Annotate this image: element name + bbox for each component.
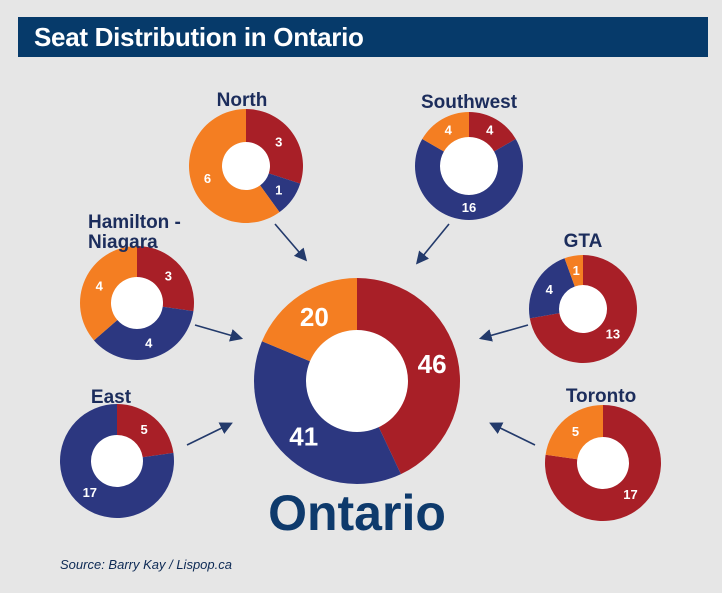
value-label-hamilton-niagara-red: 3 xyxy=(165,268,172,283)
slice-southwest-red xyxy=(469,112,516,152)
source-note: Source: Barry Kay / Lispop.ca xyxy=(60,557,232,572)
arrow-toronto xyxy=(489,422,536,446)
donut-hole-gta xyxy=(559,285,607,333)
region-name-toronto: Toronto xyxy=(566,386,636,407)
donut-ontario: 46 41 20 Ontario xyxy=(253,278,460,541)
arrow-north xyxy=(274,223,308,262)
value-label-north-orange: 6 xyxy=(204,171,211,186)
donut-hole-southwest xyxy=(440,137,498,195)
slice-gta-red xyxy=(529,255,637,363)
region-name-hamilton-niagara: Hamilton -Niagara xyxy=(88,212,181,253)
region-name-southwest: Southwest xyxy=(421,92,518,113)
donut-hole-north xyxy=(222,142,270,190)
arrow-hamilton xyxy=(194,324,244,342)
value-label-north-red: 3 xyxy=(275,135,282,150)
value-label-southwest-orange: 4 xyxy=(445,123,453,138)
value-label-gta-blue: 4 xyxy=(546,282,554,297)
donut-gta: 13 4 1 GTA xyxy=(529,231,637,363)
region-name-east: East xyxy=(91,387,132,408)
donut-hole-hamilton-niagara xyxy=(111,277,163,329)
value-label-hamilton-niagara-orange: 4 xyxy=(96,278,104,293)
slice-east-red xyxy=(117,404,174,458)
region-name-ontario: Ontario xyxy=(268,485,446,541)
value-label-east-red: 5 xyxy=(141,422,148,437)
donut-southwest: 4 16 4 Southwest xyxy=(414,92,523,220)
slice-north-orange xyxy=(188,109,280,223)
slice-hamilton-niagara-red xyxy=(137,246,194,312)
donut-hamilton-niagara: 3 4 4 Hamilton -Niagara xyxy=(80,212,194,361)
value-label-north-blue: 1 xyxy=(275,182,282,197)
arrow-southwest xyxy=(415,223,450,265)
value-label-gta-orange: 1 xyxy=(573,263,580,278)
chart-title: Seat Distribution in Ontario xyxy=(34,21,364,52)
value-label-toronto-orange: 5 xyxy=(572,424,579,439)
donut-hole-toronto xyxy=(577,437,629,489)
slice-ontario-orange xyxy=(261,278,357,362)
region-name-north: North xyxy=(217,90,268,111)
donut-hole-east xyxy=(91,435,143,487)
slice-gta-orange xyxy=(564,255,583,287)
value-label-southwest-red: 4 xyxy=(486,123,494,138)
slice-hamilton-niagara-blue xyxy=(93,306,194,361)
value-label-toronto-red: 17 xyxy=(623,487,637,502)
value-label-ontario-blue: 41 xyxy=(289,422,318,452)
value-label-southwest-blue: 16 xyxy=(462,200,476,215)
donut-east: 5 17 East xyxy=(59,387,174,518)
donut-hole-ontario xyxy=(306,330,408,432)
arrow-gta xyxy=(478,324,529,342)
donut-toronto: 17 5 Toronto xyxy=(544,386,661,521)
slice-toronto-orange xyxy=(545,405,603,460)
title-bar: Seat Distribution in Ontario xyxy=(18,17,708,57)
slice-hamilton-niagara-orange xyxy=(80,246,137,341)
value-label-east-blue: 17 xyxy=(83,485,97,500)
slice-north-blue xyxy=(260,173,301,213)
value-label-gta-red: 13 xyxy=(606,327,620,342)
slice-gta-blue xyxy=(529,258,575,319)
region-name-gta: GTA xyxy=(564,231,603,252)
value-label-hamilton-niagara-blue: 4 xyxy=(145,335,153,350)
arrow-east xyxy=(186,422,233,446)
value-label-ontario-red: 46 xyxy=(418,349,447,379)
value-label-ontario-orange: 20 xyxy=(300,302,329,332)
slice-southwest-orange xyxy=(422,112,469,152)
slice-toronto-red xyxy=(544,405,661,521)
slice-ontario-red xyxy=(357,278,460,475)
slice-southwest-blue xyxy=(414,139,523,220)
slice-east-blue xyxy=(59,404,174,518)
donut-north: 3 1 6 North xyxy=(188,90,303,223)
slice-ontario-blue xyxy=(253,341,401,484)
slice-north-red xyxy=(246,109,303,184)
